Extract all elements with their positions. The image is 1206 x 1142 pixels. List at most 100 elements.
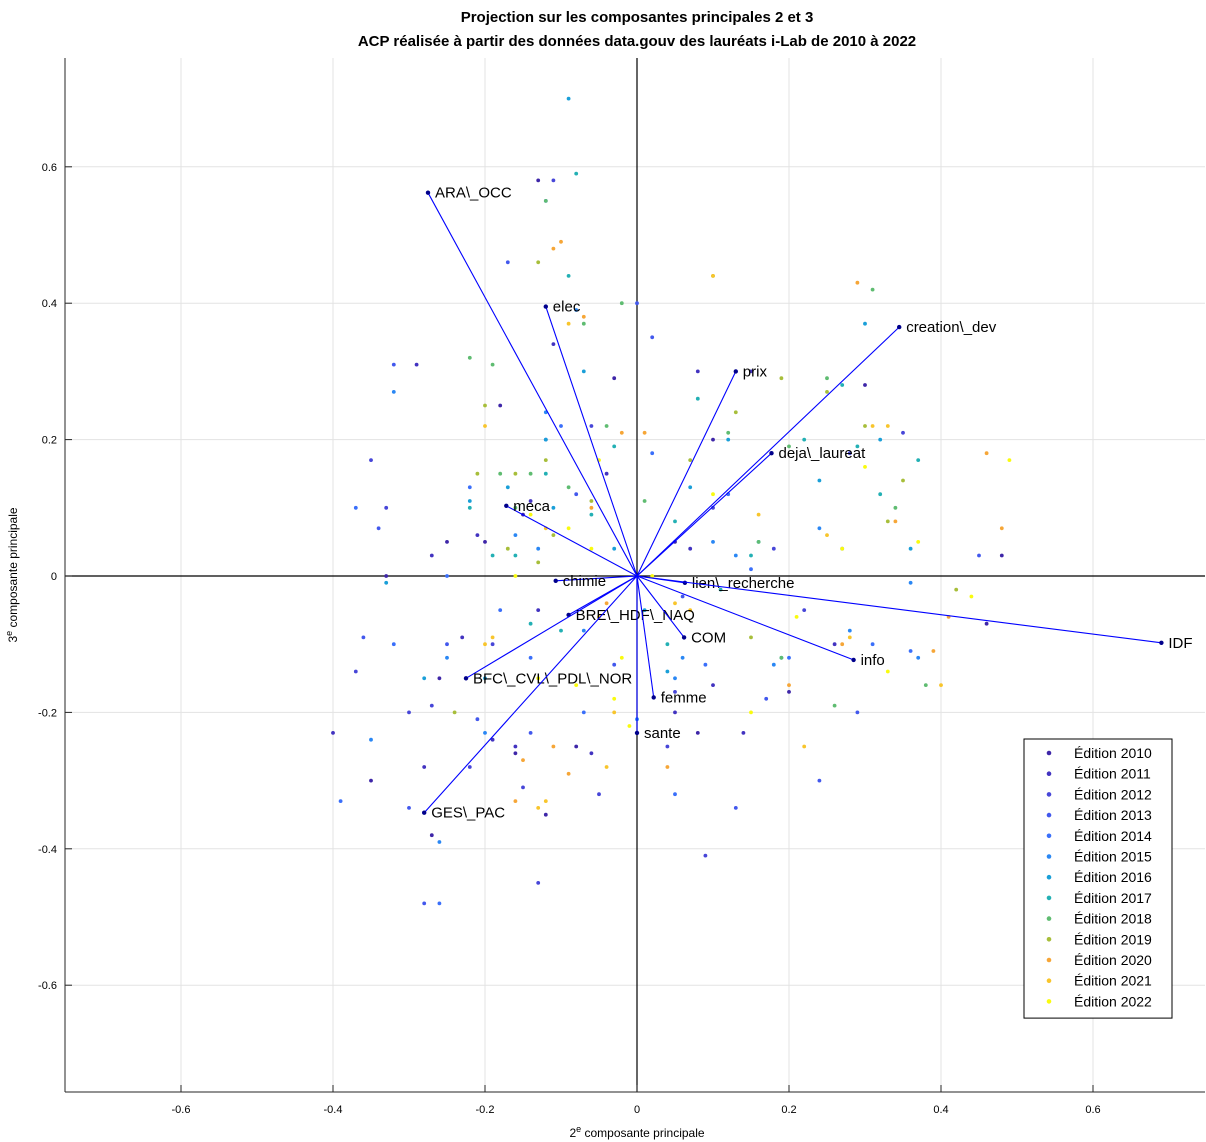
vector-label: meca — [513, 498, 550, 515]
x-tick-label: 0.4 — [933, 1104, 948, 1116]
scatter-point — [733, 553, 738, 558]
scatter-point — [832, 703, 837, 708]
scatter-point — [893, 519, 898, 524]
vector-label: COM — [691, 629, 726, 646]
scatter-point — [665, 744, 670, 749]
legend-marker — [1046, 957, 1052, 963]
scatter-point — [528, 499, 533, 503]
scatter-point — [513, 751, 518, 756]
scatter-point — [445, 574, 449, 578]
y-tick-label: 0.2 — [42, 435, 57, 447]
scatter-point — [589, 424, 594, 428]
scatter-point — [559, 239, 563, 244]
vector-label: creation\_dev — [906, 319, 997, 336]
scatter-point — [437, 676, 442, 681]
scatter-point — [528, 621, 533, 626]
scatter-point — [543, 458, 548, 462]
scatter-point — [429, 553, 434, 558]
scatter-point — [574, 171, 579, 176]
scatter-point — [528, 512, 533, 517]
scatter-point — [429, 703, 434, 708]
scatter-point — [445, 540, 449, 544]
y-tick-label: 0.4 — [42, 298, 57, 310]
vector-label: IDF — [1168, 635, 1192, 652]
loading-vector — [636, 326, 900, 577]
scatter-point — [536, 608, 541, 612]
scatter-point — [688, 608, 693, 612]
scatter-point — [391, 362, 396, 367]
scatter-point — [650, 451, 655, 456]
scatter-point — [581, 314, 586, 319]
loading-vector — [636, 575, 854, 661]
scatter-point — [680, 594, 685, 599]
vector-endpoint — [504, 503, 509, 508]
loading-vector — [636, 575, 655, 698]
scatter-point — [369, 737, 373, 742]
scatter-point — [353, 505, 358, 510]
vector-label: prix — [743, 363, 768, 380]
scatter-point — [840, 642, 845, 647]
scatter-point — [711, 683, 715, 687]
scatter-point — [612, 376, 617, 381]
scatter-point — [437, 840, 442, 844]
scatter-point — [543, 199, 548, 203]
loading-vector — [636, 575, 685, 638]
scatter-point — [437, 901, 442, 906]
x-tick-label: -0.4 — [324, 1104, 343, 1116]
scatter-point — [543, 812, 548, 817]
scatter-point — [483, 540, 487, 544]
scatter-point — [467, 765, 472, 769]
scatter-point — [543, 471, 548, 476]
scatter-point — [673, 690, 677, 694]
scatter-point — [794, 615, 799, 619]
scatter-point — [673, 710, 677, 715]
scatter-point — [916, 540, 921, 544]
scatter-point — [688, 485, 693, 490]
scatter-point — [741, 731, 746, 735]
vector-endpoint — [553, 578, 558, 583]
legend-label: Édition 2015 — [1074, 849, 1152, 865]
scatter-point — [893, 505, 898, 510]
scatter-point — [543, 799, 548, 803]
scatter-point — [984, 451, 989, 456]
scatter-point — [490, 362, 495, 367]
chart-title: Projection sur les composantes principal… — [461, 9, 814, 26]
scatter-point — [627, 724, 632, 728]
scatter-point — [977, 553, 981, 558]
y-tick-label: -0.4 — [38, 844, 57, 856]
scatter-point — [802, 437, 807, 442]
vector-label: ARA\_OCC — [435, 185, 512, 202]
scatter-point — [673, 792, 677, 797]
legend-label: Édition 2011 — [1074, 766, 1151, 782]
scatter-point — [422, 676, 427, 681]
legend-marker — [1046, 750, 1052, 756]
scatter-point — [901, 478, 905, 483]
legend: Édition 2010 Édition 2011 Édition 2012 Édit… — [1023, 738, 1173, 1019]
scatter-point — [528, 731, 533, 735]
scatter-point — [422, 901, 427, 906]
y-tick-label: 0 — [51, 571, 57, 583]
scatter-point — [551, 744, 556, 749]
scatter-point — [703, 853, 708, 858]
x-tick-label: -0.2 — [476, 1104, 495, 1116]
scatter-point — [612, 710, 617, 715]
scatter-point — [475, 717, 480, 722]
scatter-point — [999, 553, 1004, 558]
scatter-point — [467, 505, 472, 510]
scatter-point — [475, 471, 480, 476]
legend-marker — [1046, 999, 1052, 1004]
scatter-point — [581, 710, 586, 715]
legend-marker — [1046, 771, 1052, 776]
scatter-point — [528, 471, 533, 476]
scatter-point — [429, 833, 434, 838]
scatter-point — [802, 608, 807, 612]
scatter-point — [353, 669, 358, 674]
scatter-point — [566, 485, 571, 490]
legend-marker — [1046, 854, 1052, 859]
scatter-point — [589, 512, 594, 517]
scatter-point — [604, 471, 609, 476]
loading-vector — [555, 575, 638, 582]
loading-vector — [465, 575, 638, 679]
vector-label: BFC\_CVL\_PDL\_NOR — [473, 670, 632, 687]
